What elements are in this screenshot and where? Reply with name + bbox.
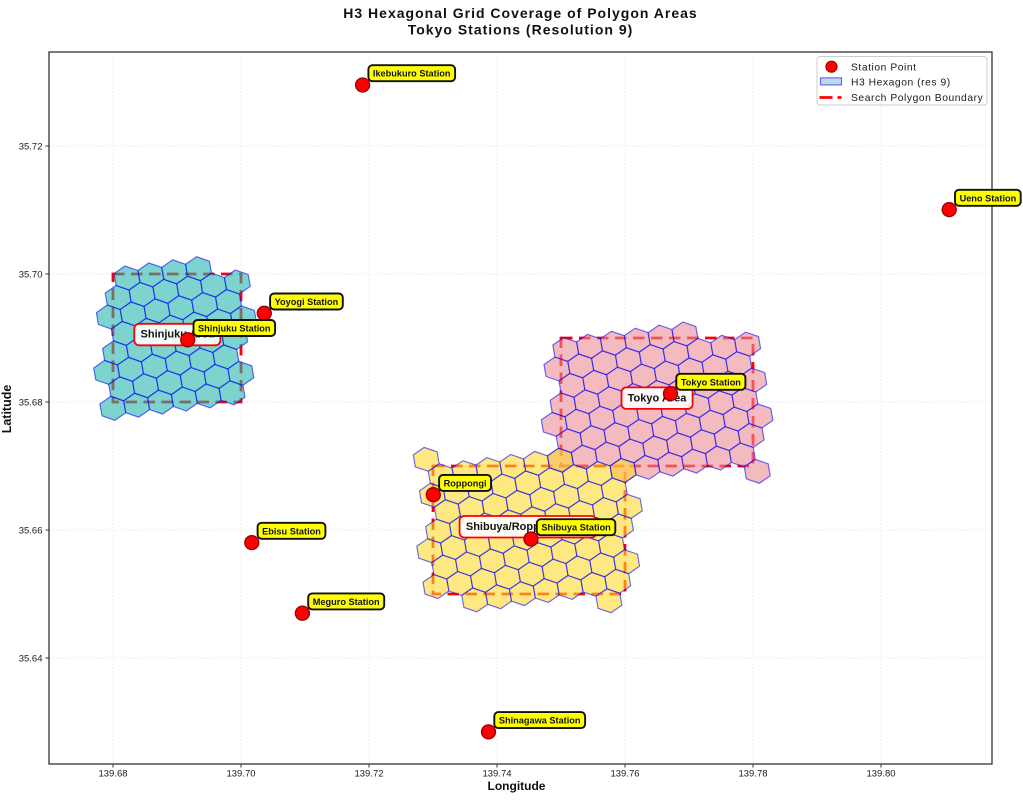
svg-text:Latitude: Latitude	[0, 385, 14, 434]
svg-text:H3 Hexagonal Grid Coverage of: H3 Hexagonal Grid Coverage of Polygon Ar…	[343, 5, 697, 21]
svg-text:Shibuya Station: Shibuya Station	[541, 523, 611, 533]
svg-text:35.72: 35.72	[19, 141, 43, 152]
svg-text:H3 Hexagon (res 9): H3 Hexagon (res 9)	[851, 77, 951, 88]
svg-text:35.70: 35.70	[19, 269, 43, 280]
svg-text:Shinagawa Station: Shinagawa Station	[499, 716, 581, 726]
svg-text:Ikebukuro Station: Ikebukuro Station	[373, 69, 451, 79]
svg-text:139.76: 139.76	[610, 769, 639, 780]
svg-text:139.80: 139.80	[866, 769, 895, 780]
svg-text:Shinjuku Station: Shinjuku Station	[198, 324, 271, 334]
svg-text:Search Polygon Boundary: Search Polygon Boundary	[851, 93, 984, 104]
svg-text:139.72: 139.72	[354, 769, 383, 780]
svg-text:Station Point: Station Point	[851, 62, 917, 73]
svg-text:Yoyogi Station: Yoyogi Station	[275, 297, 339, 307]
svg-text:Longitude: Longitude	[488, 779, 546, 793]
svg-text:35.68: 35.68	[19, 397, 43, 408]
svg-text:Ebisu Station: Ebisu Station	[262, 526, 321, 536]
svg-text:35.64: 35.64	[19, 653, 43, 664]
svg-text:Tokyo Station: Tokyo Station	[681, 377, 741, 387]
svg-text:35.66: 35.66	[19, 525, 43, 536]
svg-text:Tokyo Stations (Resolution 9): Tokyo Stations (Resolution 9)	[408, 22, 634, 38]
svg-text:139.68: 139.68	[98, 769, 127, 780]
svg-text:Ueno Station: Ueno Station	[960, 193, 1017, 203]
svg-text:139.78: 139.78	[738, 769, 767, 780]
svg-text:Tokyo Area: Tokyo Area	[628, 392, 688, 404]
svg-text:Roppongi: Roppongi	[444, 478, 487, 488]
svg-text:139.70: 139.70	[226, 769, 255, 780]
svg-text:139.74: 139.74	[482, 769, 511, 780]
svg-text:Meguro Station: Meguro Station	[313, 597, 380, 607]
